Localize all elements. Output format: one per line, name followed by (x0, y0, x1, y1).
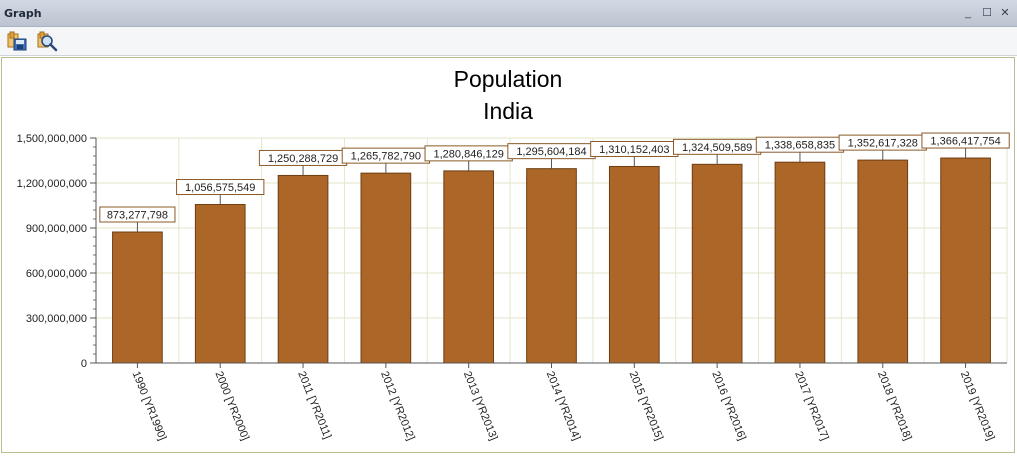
minimize-button[interactable]: _ (964, 7, 972, 19)
bar[interactable] (360, 172, 412, 364)
data-label: 1,295,604,184 (516, 146, 586, 158)
save-chart-button[interactable] (6, 30, 28, 52)
bar[interactable] (194, 204, 246, 364)
bar[interactable] (857, 159, 909, 364)
chart-area: Population India 0 300,000,000 600,000,000… (1, 57, 1015, 453)
bar-chart: Population India 0 300,000,000 600,000,000… (17, 66, 1010, 443)
bar[interactable] (940, 157, 991, 364)
data-label-box (921, 132, 1010, 149)
x-tick-label: 2016 [YR2016] (709, 370, 748, 443)
data-label: 1,324,509,589 (682, 142, 752, 154)
data-label-box (176, 179, 265, 196)
x-tick-label: 2000 [YR2000] (212, 370, 251, 443)
bar[interactable] (774, 161, 826, 364)
x-tick-label: 2014 [YR2014] (544, 370, 583, 443)
bar[interactable] (526, 168, 577, 364)
y-tick-label: 1,200,000,000 (17, 178, 87, 190)
x-tick-label: 2017 [YR2017] (792, 370, 831, 443)
data-label: 1,366,417,754 (930, 136, 1000, 148)
x-tick-label: 2019 [YR2019] (958, 370, 997, 443)
chart-subtitle: India (483, 98, 533, 124)
window-title: Graph (4, 7, 42, 20)
y-tick-label: 600,000,000 (26, 268, 87, 280)
data-label: 1,250,288,729 (268, 153, 338, 165)
zoom-chart-icon (37, 31, 58, 52)
x-tick-label: 1990 [YR1990] (130, 370, 169, 443)
data-label: 1,265,782,790 (351, 151, 421, 163)
data-label: 1,056,575,549 (185, 182, 255, 194)
zoom-chart-button[interactable] (36, 30, 58, 52)
y-tick-label: 1,500,000,000 (17, 133, 87, 145)
data-label: 1,280,846,129 (434, 148, 504, 160)
maximize-button[interactable]: ☐ (982, 7, 992, 19)
window-titlebar: Graph _ ☐ ✕ (0, 0, 1017, 27)
y-tick-label: 300,000,000 (26, 313, 87, 325)
close-button[interactable]: ✕ (1000, 7, 1010, 19)
x-tick-label: 2013 [YR2013] (461, 370, 500, 443)
bar[interactable] (112, 231, 163, 364)
x-tick-label: 2015 [YR2015] (627, 370, 666, 443)
x-tick-label: 2012 [YR2012] (378, 370, 417, 443)
y-tick-label: 900,000,000 (26, 223, 87, 235)
save-chart-icon (7, 31, 27, 51)
x-tick-label: 2018 [YR2018] (875, 370, 914, 443)
data-label: 1,338,658,835 (765, 140, 835, 152)
toolbar (0, 27, 1017, 56)
data-label-box (99, 206, 176, 223)
data-label: 1,310,152,403 (599, 144, 669, 156)
bar[interactable] (691, 163, 743, 364)
x-tick-label: 2011 [YR2011] (295, 370, 333, 441)
bar[interactable] (443, 170, 495, 364)
bar[interactable] (277, 174, 329, 364)
chart-title: Population (454, 66, 563, 92)
data-label: 873,277,798 (107, 210, 168, 222)
bar[interactable] (608, 165, 660, 364)
data-label: 1,352,617,328 (848, 138, 918, 150)
y-tick-label: 0 (81, 358, 87, 370)
